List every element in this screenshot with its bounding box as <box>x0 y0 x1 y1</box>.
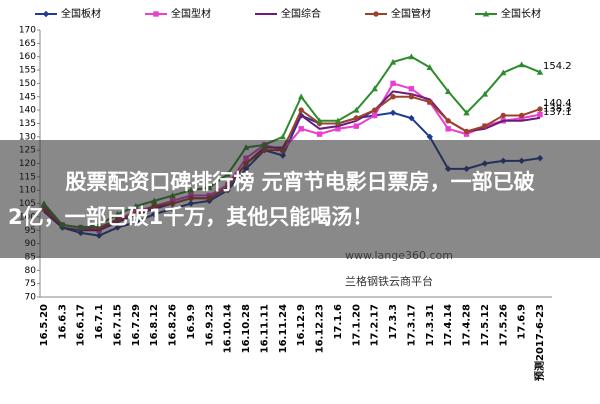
y-tick-label: 155 <box>19 66 36 76</box>
x-tick-label: 16.10.14 <box>223 304 234 353</box>
point <box>297 93 305 100</box>
x-tick-label: 16.6.17 <box>76 304 87 346</box>
x-tick-label: 16.9.9 <box>186 304 197 339</box>
x-tick-label: 17.3.31 <box>425 304 436 346</box>
point <box>371 107 378 113</box>
x-tick-label: 17.3.17 <box>406 304 417 346</box>
x-tick-label: 17.6.9 <box>517 304 528 339</box>
point <box>537 111 543 118</box>
y-tick-label: 160 <box>19 52 36 62</box>
point <box>371 112 378 119</box>
point <box>426 64 433 70</box>
point <box>42 10 50 18</box>
point <box>353 106 360 113</box>
x-tick-label: 16.7.29 <box>131 304 142 346</box>
point <box>482 10 490 17</box>
x-tick-label: 16.12.23 <box>315 304 326 353</box>
point <box>334 117 342 124</box>
x-tick-label: 17.3.3 <box>388 304 399 339</box>
point <box>390 80 396 87</box>
x-tick-label: 17.5.26 <box>498 304 509 346</box>
overlay-text: 股票配资口碑排行榜 元宵节电影日票房，一部已破 <box>65 170 534 194</box>
overlay-text: 2亿，一部已破1千万，其他只能喝汤！ <box>8 205 373 229</box>
point <box>390 94 396 100</box>
point <box>518 61 525 68</box>
point <box>153 11 159 17</box>
point <box>408 86 415 92</box>
x-tick-label: 预测2017-6-23 <box>533 304 546 381</box>
end-label: 154.2 <box>543 61 572 72</box>
legend-label: 全国长材 <box>501 7 541 20</box>
point <box>444 88 452 94</box>
point <box>537 106 543 112</box>
x-tick-label: 16.7.1 <box>94 304 105 339</box>
x-tick-label: 16.6.3 <box>57 304 68 339</box>
x-tick-label: 16.11.11 <box>259 304 270 353</box>
x-tick-label: 16.12.9 <box>296 304 307 346</box>
point <box>316 131 323 137</box>
point <box>408 94 415 100</box>
y-tick-label: 130 <box>19 132 36 142</box>
point <box>500 112 506 119</box>
x-tick-label: 17.4.14 <box>443 304 454 346</box>
point <box>408 53 415 60</box>
point <box>298 107 304 113</box>
point <box>426 133 433 140</box>
y-tick-label: 145 <box>19 92 36 102</box>
point <box>482 123 488 129</box>
point <box>427 99 433 105</box>
x-tick-label: 17.5.12 <box>480 304 491 346</box>
y-tick-label: 75 <box>25 279 36 289</box>
point <box>316 117 323 124</box>
watermark: 兰格钢铁云商平台 <box>345 274 433 288</box>
point <box>373 11 379 17</box>
x-tick-label: 16.8.26 <box>168 304 179 346</box>
x-tick-label: 16.10.28 <box>241 304 252 353</box>
x-tick-label: 16.8.12 <box>149 304 160 346</box>
point <box>371 85 378 92</box>
point <box>500 69 507 76</box>
x-tick-label: 16.7.15 <box>112 304 123 346</box>
y-tick-label: 170 <box>19 26 36 36</box>
point <box>518 112 525 119</box>
legend-label: 全国管材 <box>391 7 431 20</box>
point <box>445 126 451 132</box>
x-tick-label: 17.1.20 <box>351 304 362 346</box>
point <box>353 115 359 121</box>
point <box>353 123 359 129</box>
y-tick-label: 135 <box>19 119 36 129</box>
point <box>335 126 341 132</box>
y-tick-label: 140 <box>19 106 36 116</box>
point <box>408 114 415 122</box>
x-tick-label: 17.4.28 <box>462 304 473 346</box>
legend-label: 全国型材 <box>171 7 211 20</box>
x-tick-label: 17.2.17 <box>370 304 381 346</box>
point <box>445 118 451 124</box>
y-tick-label: 150 <box>19 79 36 89</box>
overlay-band <box>0 140 600 258</box>
legend-label: 全国综合 <box>281 7 321 20</box>
y-tick-label: 80 <box>25 266 37 276</box>
legend-label: 全国板材 <box>61 7 101 20</box>
y-tick-label: 165 <box>19 39 36 49</box>
x-tick-label: 16.9.23 <box>204 304 215 346</box>
x-tick-label: 16.5.20 <box>39 304 50 346</box>
point <box>463 128 470 135</box>
point <box>389 109 397 116</box>
point <box>463 109 470 116</box>
point <box>481 90 489 97</box>
end-label: 140.4 <box>543 98 572 109</box>
x-tick-label: 17.1.6 <box>333 304 344 339</box>
point <box>298 126 304 132</box>
point <box>279 133 287 140</box>
point <box>389 58 397 65</box>
point <box>536 68 544 75</box>
end-label: 138.3 <box>543 104 572 115</box>
y-tick-label: 70 <box>25 293 37 303</box>
x-tick-label: 16.11.24 <box>278 304 289 353</box>
end-label: 137.1 <box>543 107 572 118</box>
